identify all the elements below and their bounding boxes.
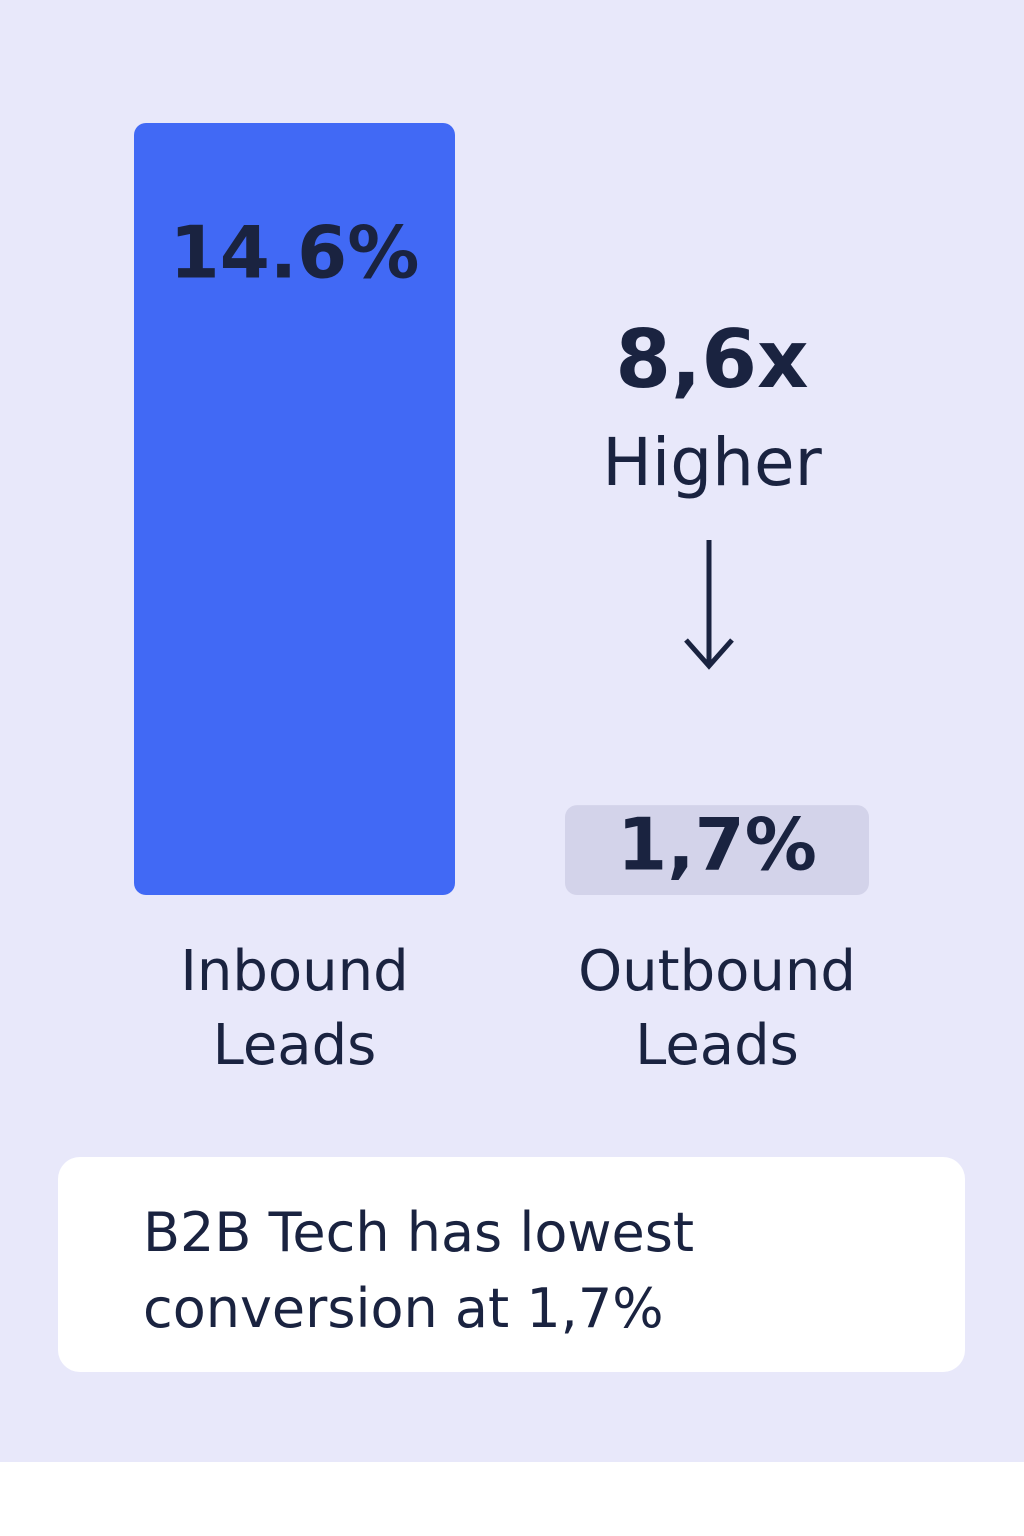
- category-label: Inbound Leads: [180, 939, 409, 1078]
- bar: [134, 123, 455, 895]
- category-label: Outbound Leads: [578, 939, 856, 1078]
- annotation-multiplier: 8,6x: [615, 313, 808, 406]
- value-label: 14.6%: [170, 211, 420, 295]
- arrow-head: [684, 638, 734, 670]
- value-label: 1,7%: [617, 803, 817, 887]
- annotation-label: Higher: [602, 424, 822, 501]
- note-text: B2B Tech has lowest conversion at 1,7%: [143, 1201, 695, 1340]
- note-box: B2B Tech has lowest conversion at 1,7%: [58, 1157, 965, 1372]
- bar: [565, 805, 869, 895]
- chart: 8,6x Higher 14.6% 1,7%: [134, 123, 869, 895]
